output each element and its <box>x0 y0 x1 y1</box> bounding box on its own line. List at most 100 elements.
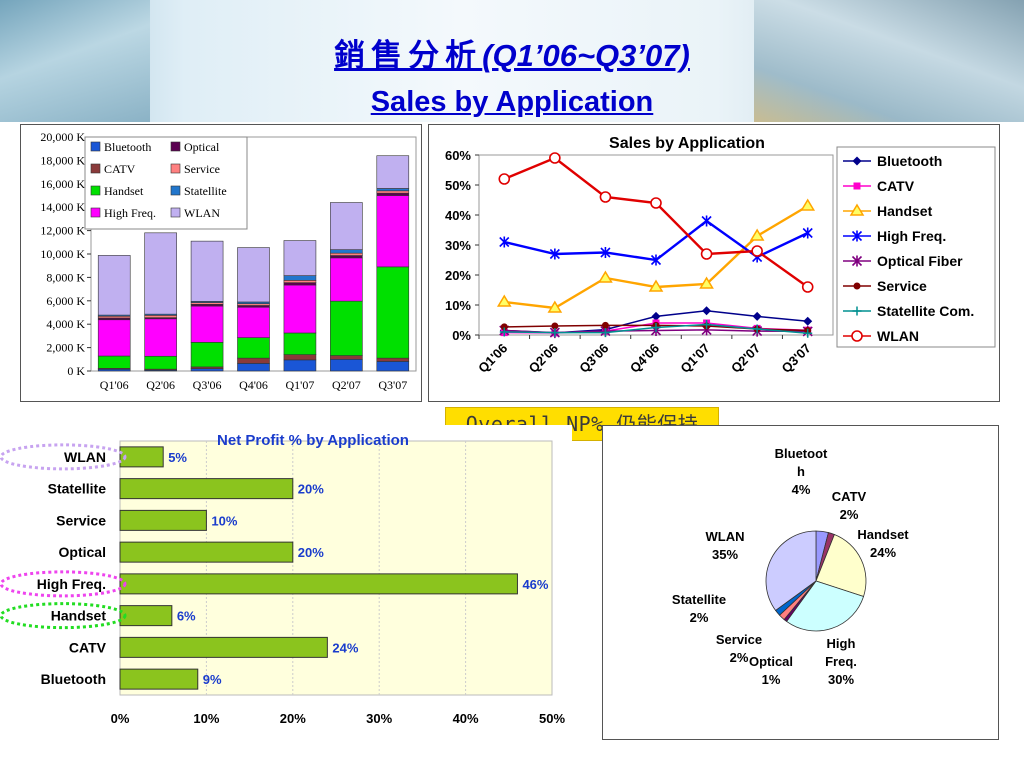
data-point-bluetooth <box>803 316 813 326</box>
data-point-wlan <box>650 197 662 209</box>
x-tick-label: Q1'07 <box>677 341 712 376</box>
bar-segment-service <box>330 252 363 256</box>
page-title-cjk: 銷售分析 <box>334 38 483 74</box>
series-statellite-com <box>499 320 813 338</box>
bar-segment-statellite <box>330 249 363 254</box>
page-subtitle-text: Sales by Application <box>370 86 654 118</box>
pie-label-handset: Handset 24% <box>857 527 909 560</box>
np-value-label: 20% <box>298 545 324 560</box>
y-tick-label: 12,000 K <box>40 224 85 238</box>
bar-segment-wlan <box>283 240 317 276</box>
np-value-label: 5% <box>168 450 187 465</box>
np-bar-handset <box>119 605 173 627</box>
y-tick-label: 2,000 K <box>46 341 85 355</box>
bar-segment-high-freq <box>376 195 410 268</box>
np-bar-high-freq <box>119 573 518 595</box>
legend-marker-wlan <box>851 330 863 342</box>
bar-segment-bluetooth <box>190 368 224 372</box>
bar-segment-catv <box>330 355 363 360</box>
page-title-period: (Q1’06~Q3’07) <box>482 38 690 73</box>
data-point-statellite-com <box>752 324 762 334</box>
data-point-handset <box>598 270 613 283</box>
y-tick-label: 20,000 K <box>40 130 85 144</box>
legend-marker-bluetooth <box>852 156 862 166</box>
legend-swatch-optical <box>170 141 181 152</box>
legend-marker-optical-fiber <box>851 255 863 267</box>
data-point-bluetooth <box>752 311 762 321</box>
y-tick-label: 30% <box>445 238 471 253</box>
header-photo-right <box>754 0 1024 122</box>
np-value-label: 9% <box>203 672 222 687</box>
net-profit-chart-panel: 0% 10% 20% 30% 40% 50% Net Profit % by Applica… <box>0 425 572 738</box>
legend-box <box>84 136 248 230</box>
legend-label-catv: CATV <box>104 162 136 176</box>
data-point-statellite-com <box>651 323 661 332</box>
data-point-handset <box>699 276 714 289</box>
bar-segment-statellite <box>376 188 410 192</box>
y-tick-label: 10,000 K <box>40 247 85 261</box>
y-tick-label: 20% <box>445 268 471 283</box>
x-tick-label: Q3'06 <box>576 341 611 376</box>
x-tick-label: Q3'06 <box>193 378 222 392</box>
pie-label-line: Bluetoot <box>775 446 828 461</box>
stacked-sales-chart: 0 K 2,000 K 4,000 K 6,000 K 8,000 K 10,000 K 1… <box>40 130 417 392</box>
data-point-high-freq <box>650 254 662 266</box>
x-tick-label: 40% <box>453 711 479 726</box>
x-tick-label: Q2'07 <box>332 378 361 392</box>
data-point-handset <box>648 279 664 292</box>
bar-segment-wlan <box>376 155 410 189</box>
pie-label-line: 4% <box>792 482 811 497</box>
bar-segment-statellite <box>283 275 317 281</box>
highlight-ellipse-handset <box>0 602 127 630</box>
data-point-wlan <box>498 173 511 185</box>
data-point-wlan <box>599 191 612 203</box>
data-point-statellite-com <box>600 328 610 338</box>
y-tick-label: 0% <box>452 328 471 343</box>
pie-label-service: Service 2% <box>716 632 762 665</box>
x-tick-label: Q1'07 <box>286 378 315 392</box>
bar-segment-handset <box>97 355 131 369</box>
data-point-wlan <box>801 281 814 293</box>
legend-label-high-freq: High Freq. <box>877 228 946 244</box>
legend-marker-catv <box>853 182 861 190</box>
bar-segment-wlan <box>190 240 224 302</box>
pie-label-line: 1% <box>762 672 781 687</box>
legend-label-catv: CATV <box>877 178 915 194</box>
pie-label-line: Freq. <box>825 654 857 669</box>
x-tick-label: Q3'07 <box>779 341 814 376</box>
legend-swatch-service <box>170 163 181 174</box>
np-bar-bluetooth <box>119 668 199 690</box>
pie-label-statellite: Statellite 2% <box>672 592 726 625</box>
pie-label-line: WLAN <box>706 529 745 544</box>
data-point-handset <box>547 300 563 313</box>
pie-label-line: Optical <box>749 654 793 669</box>
pie-label-line: Statellite <box>672 592 726 607</box>
highlight-ellipse-wlan <box>0 443 127 471</box>
x-tick-label: Q3'07 <box>378 378 407 392</box>
bar-segment-bluetooth <box>330 359 363 372</box>
np-value-label: 20% <box>298 482 324 497</box>
bar-segment-optical <box>330 255 363 259</box>
bar-segment-wlan <box>237 247 270 303</box>
bar-segment-high-freq <box>237 306 270 338</box>
bar-segment-service <box>376 190 410 194</box>
y-tick-label: 50% <box>445 178 471 193</box>
bar-segment-wlan <box>97 255 131 316</box>
legend-label-statellite: Statellite <box>184 184 227 198</box>
sales-line-chart-panel: Sales by Application 0% 10% 20% 30% 40% 50% 60%… <box>428 124 1000 402</box>
sales-share-pie-chart: Bluetoot h 4% CATV 2% Handset 24% High Freq. 30% O… <box>672 446 909 687</box>
bar-segment-bluetooth <box>376 361 410 372</box>
np-value-label: 10% <box>211 513 237 528</box>
page-title: 銷售分析(Q1’06~Q3’07) <box>0 30 1024 75</box>
pie-label-line: High <box>827 636 856 651</box>
page-subtitle: Sales by Application <box>0 86 1024 119</box>
np-category-label: Optical <box>59 544 106 560</box>
data-point-bluetooth <box>702 306 712 316</box>
legend-swatch-wlan <box>170 207 181 218</box>
np-category-label: Statellite <box>48 481 107 497</box>
data-point-handset <box>800 198 816 211</box>
data-point-service <box>551 322 559 330</box>
np-bar-service <box>119 509 207 531</box>
pie-slice-high-freq <box>786 580 865 632</box>
highlight-ellipse-high-freq <box>0 570 127 598</box>
